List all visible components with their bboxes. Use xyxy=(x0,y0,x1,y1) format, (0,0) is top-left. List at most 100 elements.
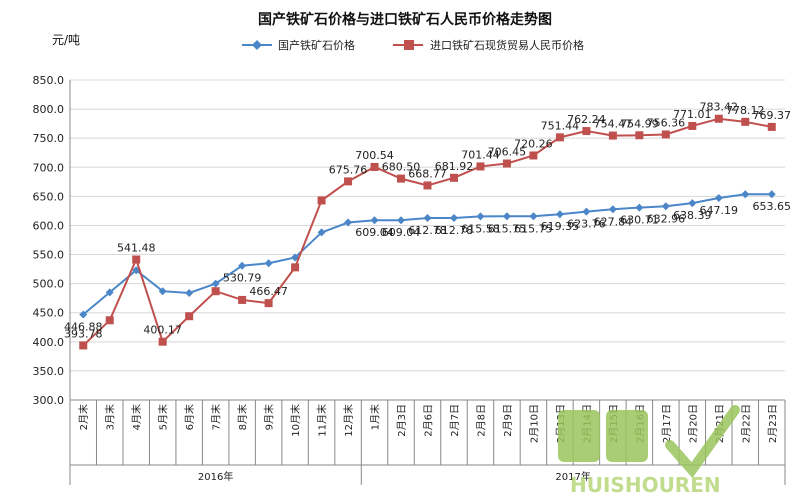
x-tick-label: 1月末 xyxy=(369,404,382,430)
data-point-marker xyxy=(397,216,406,225)
x-tick-label: 2月3日 xyxy=(396,404,408,437)
x-tick-label: 4月末 xyxy=(130,404,143,430)
year-group-label: 2016年 xyxy=(198,470,233,483)
data-point-marker xyxy=(105,288,114,297)
data-point-marker xyxy=(317,228,326,237)
data-point-marker xyxy=(132,255,141,264)
data-point-marker xyxy=(688,199,697,208)
data-label: 701.44 xyxy=(461,148,500,161)
data-point-marker xyxy=(582,127,591,136)
x-tick-label: 2月22日 xyxy=(740,404,752,443)
data-point-marker xyxy=(211,279,220,288)
data-label: 680.50 xyxy=(382,161,421,174)
data-point-marker xyxy=(264,259,273,268)
data-label: 609.04 xyxy=(355,226,394,239)
x-tick-label: 2月末 xyxy=(77,404,90,430)
legend: 国产铁矿石价格 进口铁矿石现货贸易人民币价格 xyxy=(242,38,584,52)
y-tick-label: 700.0 xyxy=(33,161,65,174)
data-point-marker xyxy=(79,341,88,350)
y-axis-ticks: 300.0 350.0 400.0 450.0 500.0 550.0 600.0 650.0… xyxy=(33,74,65,407)
data-point-marker xyxy=(79,310,88,319)
data-point-marker xyxy=(767,190,776,199)
data-point-marker xyxy=(158,337,167,346)
data-label: 771.01 xyxy=(673,108,712,121)
x-tick-label: 2月8日 xyxy=(475,404,487,437)
data-point-marker xyxy=(608,131,617,140)
data-point-marker xyxy=(529,151,538,160)
legend-marker-domestic xyxy=(252,40,262,50)
data-point-marker xyxy=(238,261,247,270)
x-tick-label: 12月末 xyxy=(342,404,355,437)
data-label: 675.76 xyxy=(329,163,368,176)
y-tick-label: 850.0 xyxy=(33,74,65,87)
y-tick-label: 300.0 xyxy=(33,394,65,407)
data-label: 632.96 xyxy=(647,212,686,225)
y-tick-label: 600.0 xyxy=(33,219,65,232)
watermark-logo: HUISHOUREN xyxy=(558,405,740,497)
data-label: 541.48 xyxy=(117,242,156,255)
x-tick-label: 10月末 xyxy=(289,404,302,437)
data-point-marker xyxy=(661,202,670,211)
data-label: 466.47 xyxy=(249,285,288,298)
data-label: 647.19 xyxy=(700,204,739,217)
x-tick-label: 8月末 xyxy=(236,404,249,430)
x-tick-label: 2月23日 xyxy=(767,404,779,443)
data-labels: 446.88530.79609.04609.04612.78612.78615.… xyxy=(64,101,791,341)
data-point-marker xyxy=(185,288,194,297)
x-tick-label: 3月末 xyxy=(104,404,117,430)
data-label: 638.39 xyxy=(673,209,712,222)
data-point-marker xyxy=(291,253,300,262)
data-point-marker xyxy=(423,181,432,190)
x-tick-label: 2月9日 xyxy=(502,404,514,437)
data-point-marker xyxy=(158,287,167,296)
year-group-label: 2017年 xyxy=(555,470,590,483)
data-point-marker xyxy=(767,122,776,131)
data-point-marker xyxy=(688,121,697,130)
data-point-marker xyxy=(741,117,750,126)
y-axis-unit-label: 元/吨 xyxy=(52,33,80,47)
data-point-marker xyxy=(502,212,511,221)
data-label: 609.04 xyxy=(382,226,421,239)
data-label: 762.24 xyxy=(567,113,606,126)
x-tick-label: 6月末 xyxy=(183,404,196,430)
data-label: 700.54 xyxy=(355,149,394,162)
data-label: 615.75 xyxy=(514,222,553,235)
data-point-marker xyxy=(264,299,273,308)
data-label: 630.71 xyxy=(620,214,659,227)
watermark-sub-text: HUISHOUREN xyxy=(570,473,721,497)
data-point-marker xyxy=(344,218,353,227)
data-label: 681.92 xyxy=(435,160,474,173)
data-label: 754.99 xyxy=(620,117,659,130)
data-label: 612.78 xyxy=(435,224,474,237)
y-tick-label: 650.0 xyxy=(33,190,65,203)
data-point-marker xyxy=(741,190,750,199)
x-tick-label: 2月17日 xyxy=(661,404,673,443)
data-point-marker xyxy=(502,159,511,168)
data-point-marker xyxy=(397,174,406,183)
y-tick-label: 400.0 xyxy=(33,336,65,349)
data-point-marker xyxy=(370,162,379,171)
data-label: 769.37 xyxy=(753,109,792,122)
data-point-marker xyxy=(105,316,114,325)
data-label: 783.42 xyxy=(700,101,739,114)
data-label: 754.47 xyxy=(594,118,633,131)
data-label: 530.79 xyxy=(223,272,262,285)
legend-label-import: 进口铁矿石现货贸易人民币价格 xyxy=(430,38,584,52)
data-label: 778.12 xyxy=(726,104,765,117)
y-tick-label: 450.0 xyxy=(33,307,65,320)
data-point-marker xyxy=(476,162,485,171)
data-point-marker xyxy=(291,263,300,272)
data-label: 706.45 xyxy=(488,146,527,159)
data-point-marker xyxy=(555,210,564,219)
data-point-marker xyxy=(555,133,564,142)
data-point-marker xyxy=(529,212,538,221)
data-point-marker xyxy=(635,203,644,212)
y-tick-label: 750.0 xyxy=(33,132,65,145)
data-point-marker xyxy=(185,312,194,321)
y-tick-label: 550.0 xyxy=(33,249,65,262)
x-tick-label: 5月末 xyxy=(157,404,170,430)
watermark-box-1 xyxy=(558,410,600,462)
x-tick-label: 9月末 xyxy=(263,404,276,430)
